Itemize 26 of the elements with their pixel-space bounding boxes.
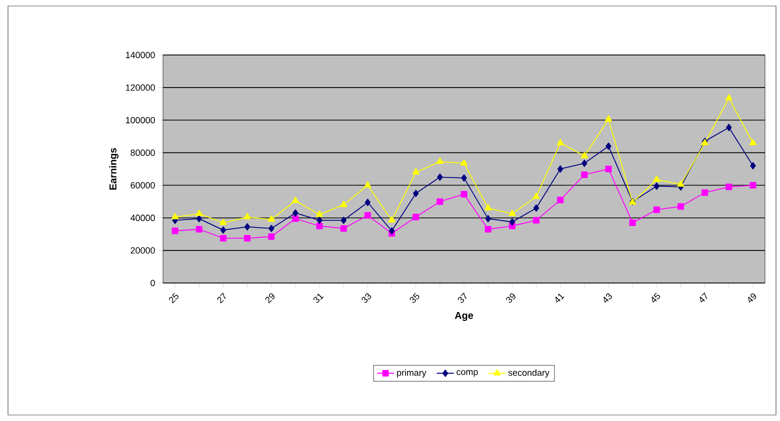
y-tick-label: 120000 — [126, 84, 155, 91]
x-tick-label: 39 — [506, 293, 516, 303]
y-tick-label: 100000 — [126, 116, 155, 124]
x-tick-label: 27 — [217, 292, 226, 304]
y-tick-label: 80000 — [130, 150, 155, 156]
y-tick-label: 20000 — [130, 247, 155, 254]
x-tick-label: 33 — [362, 293, 372, 303]
x-tick-label: 43 — [604, 293, 612, 303]
legend-label: secondary — [508, 369, 550, 378]
x-tick-label: 37 — [458, 292, 467, 303]
x-tick-label: 47 — [700, 292, 708, 303]
x-tick-label: 31 — [314, 294, 324, 303]
y-tick-label: 40000 — [130, 214, 155, 222]
x-axis-title: Age — [454, 312, 474, 321]
x-tick-label: 35 — [410, 292, 420, 303]
y-tick-label: 0 — [150, 280, 155, 286]
legend-label: comp — [456, 370, 478, 377]
y-tick-label: 60000 — [130, 182, 155, 188]
x-tick-label: 25 — [169, 292, 178, 304]
legend-label: primary — [397, 369, 426, 378]
x-tick-label: 29 — [265, 293, 275, 304]
x-tick-label: 45 — [652, 292, 660, 303]
x-tick-label: 41 — [555, 294, 564, 303]
y-tick-label: 140000 — [126, 52, 155, 58]
y-axis-title: Earnings — [109, 148, 118, 190]
x-tick-label: 49 — [748, 293, 756, 303]
